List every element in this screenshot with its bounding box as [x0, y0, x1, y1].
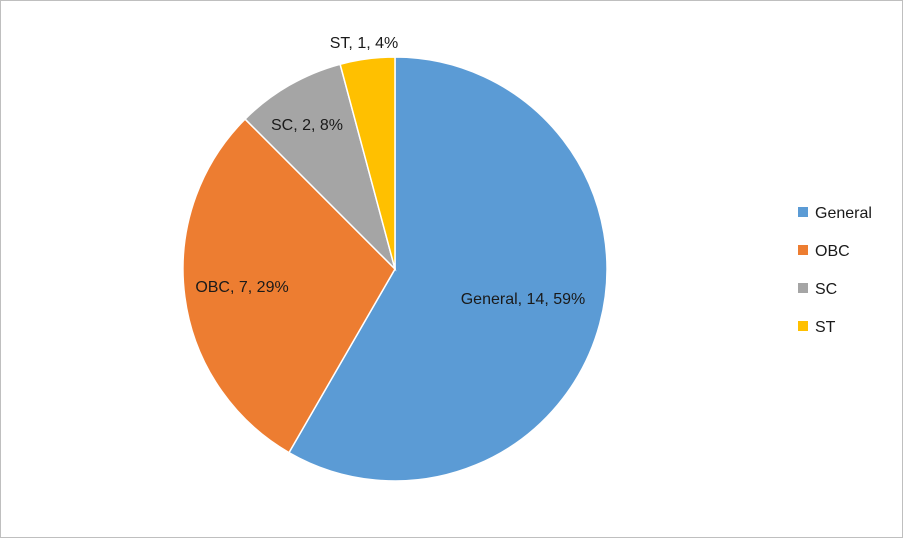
data-labels: General, 14, 59% OBC, 7, 29% SC, 2, 8% ST, …: [195, 35, 585, 308]
pie-slice-sc: [244, 63, 397, 272]
legend-swatch-st: [798, 321, 808, 331]
legend: General OBC SC ST: [798, 205, 872, 336]
legend-label-obc: OBC: [815, 243, 850, 260]
data-label-st: ST, 1, 4%: [330, 35, 398, 52]
legend-label-general: General: [815, 205, 872, 222]
pie-slice-obc: [182, 118, 396, 454]
legend-label-sc: SC: [815, 281, 837, 298]
pie-slice-st: [339, 56, 396, 270]
data-label-general: General, 14, 59%: [461, 291, 586, 308]
legend-label-st: ST: [815, 319, 836, 336]
legend-swatch-sc: [798, 283, 808, 293]
data-label-obc: OBC, 7, 29%: [195, 279, 288, 296]
legend-swatch-general: [798, 207, 808, 217]
pie-slices: [182, 56, 608, 482]
pie-slice-general: [287, 56, 608, 482]
data-label-sc: SC, 2, 8%: [271, 117, 343, 134]
legend-swatch-obc: [798, 245, 808, 255]
